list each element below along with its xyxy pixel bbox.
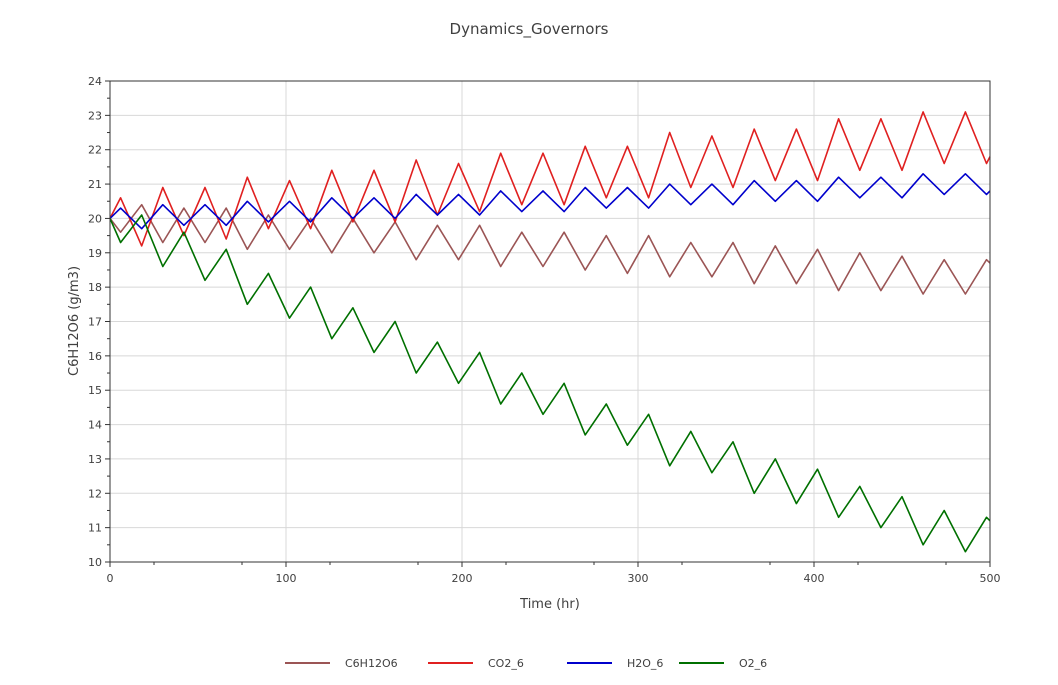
y-tick-label: 14: [88, 419, 102, 432]
series-layer: [109, 111, 991, 553]
legend-label: CO2_6: [488, 657, 524, 670]
x-tick-label: 400: [804, 572, 825, 585]
x-tick-label: 100: [276, 572, 297, 585]
y-tick-label: 16: [88, 350, 102, 363]
x-tick-label: 0: [107, 572, 114, 585]
series-line-co2-6: [109, 111, 991, 247]
x-axis: 0 100 200 300 400 500: [107, 562, 1001, 585]
x-tick-label: 200: [452, 572, 473, 585]
y-tick-label: 22: [88, 144, 102, 157]
legend-item-h2o-6: H2O_6: [567, 657, 663, 670]
y-tick-label: 18: [88, 281, 102, 294]
x-tick-label: 300: [628, 572, 649, 585]
y-tick-label: 19: [88, 247, 102, 260]
y-tick-label: 13: [88, 453, 102, 466]
series-line-c6h12o6: [109, 203, 991, 295]
y-tick-label: 10: [88, 556, 102, 569]
legend-label: C6H12O6: [345, 657, 398, 670]
series-line-h2o-6: [109, 173, 991, 230]
y-tick-label: 21: [88, 178, 102, 191]
y-tick-label: 12: [88, 487, 102, 500]
y-tick-label: 24: [88, 75, 102, 88]
legend-item-co2-6: CO2_6: [428, 657, 524, 670]
legend-item-o2-6: O2_6: [679, 657, 767, 670]
grid-lines: [110, 81, 990, 562]
y-tick-label: 23: [88, 109, 102, 122]
legend-item-c6h12o6: C6H12O6: [285, 657, 398, 670]
legend-label: H2O_6: [627, 657, 663, 670]
x-tick-label: 500: [980, 572, 1001, 585]
y-axis: 10 11 12 13 14 15 16 17 18 19 20 21 22 23 24: [88, 75, 110, 569]
legend-label: O2_6: [739, 657, 767, 670]
x-axis-label: Time (hr): [519, 597, 580, 612]
y-tick-label: 17: [88, 316, 102, 329]
series-line-o2-6: [109, 214, 991, 553]
y-axis-label: C6H12O6 (g/m3): [67, 266, 82, 376]
y-tick-label: 15: [88, 384, 102, 397]
chart-title: Dynamics_Governors: [450, 20, 609, 39]
legend: C6H12O6 CO2_6 H2O_6 O2_6: [285, 657, 767, 670]
y-tick-label: 20: [88, 212, 102, 225]
y-tick-label: 11: [88, 522, 102, 535]
